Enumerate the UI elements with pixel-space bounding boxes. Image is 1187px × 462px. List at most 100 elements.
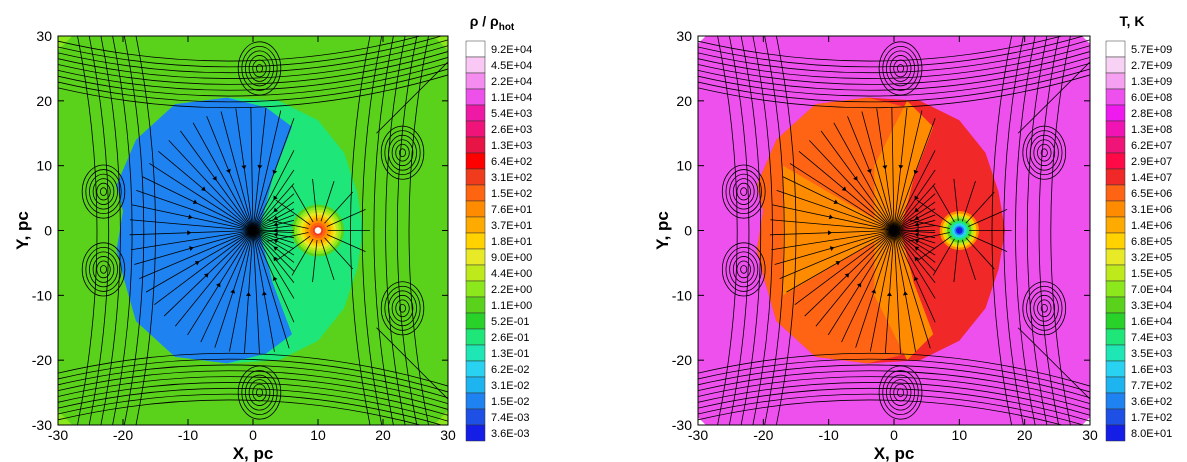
streamline-radial	[884, 230, 895, 354]
colorbar-tick-label: 8.0E+01	[1131, 428, 1172, 440]
streamline-vortex	[252, 59, 267, 78]
colorbar-swatch	[1105, 184, 1126, 202]
streamline-blob	[908, 219, 950, 229]
streamline-vortex	[380, 281, 425, 336]
streamline-arrow	[913, 276, 919, 282]
streamline-arrow	[829, 246, 835, 251]
streamline-vortex	[1029, 134, 1059, 171]
streamline-vortex	[85, 246, 122, 292]
colorbar-tick-label: 7.7E+02	[1131, 380, 1172, 392]
colorbar-swatch	[1105, 296, 1126, 314]
streamline-vortex	[1037, 299, 1052, 318]
streamline-vortex	[878, 365, 923, 420]
colorbar-swatch	[465, 312, 486, 330]
streamline-right-arc	[408, 36, 429, 425]
streamline-radial	[893, 230, 936, 234]
colorbar-tick-label: 9.0E+00	[491, 252, 532, 264]
streamline-vortex	[99, 187, 108, 196]
streamline-radial	[893, 230, 936, 256]
streamline-radial	[771, 230, 895, 251]
streamline-blob	[312, 240, 318, 283]
colorbar-tick-label: 2.9E+07	[1131, 156, 1172, 168]
streamline-left-arc	[776, 36, 797, 425]
colorbar-swatch	[465, 392, 486, 410]
streamline-vortex	[896, 64, 905, 73]
streamline-radial	[149, 163, 254, 231]
streamline-vortex	[255, 388, 264, 397]
streamline-vortex	[886, 374, 916, 411]
streamline-vortex	[92, 256, 115, 283]
colorbar-swatch	[1105, 264, 1126, 282]
streamline-blob	[961, 181, 976, 222]
streamline-radial	[861, 111, 895, 231]
colorbar-title: ρ / ρhot	[470, 13, 515, 33]
colorbar-swatch	[1105, 248, 1126, 266]
colorbar-tick-label: 1.7E+02	[1131, 412, 1172, 424]
colorbar-tick-label: 6.8E+05	[1131, 236, 1172, 248]
streamline-vortex	[886, 50, 916, 87]
colorbar-tick-label: 1.5E+05	[1131, 268, 1172, 280]
streamline-vortex	[1033, 139, 1056, 167]
colorbar-swatch	[465, 360, 486, 378]
streamline-radial	[893, 230, 936, 263]
streamline-vortex	[893, 383, 908, 402]
colorbar-tick-label: 2.6E-01	[491, 332, 530, 344]
streamline-radial	[893, 230, 936, 239]
streamline-radial	[809, 140, 895, 231]
streamline-outer-bottom	[58, 387, 448, 422]
streamline-blob	[965, 237, 995, 270]
streamline-vortex	[99, 265, 108, 274]
streamline-outer-bottom	[58, 358, 448, 393]
streamline-vortex	[725, 169, 762, 215]
streamline-radial	[252, 150, 295, 231]
streamline-arrow	[882, 165, 888, 170]
streamline-radial	[158, 151, 254, 231]
streamline-vortex	[725, 246, 762, 292]
colorbar-swatch	[465, 56, 486, 74]
streamline-blob	[968, 234, 1008, 252]
streamline-arrow	[914, 222, 920, 227]
streamline-arrow	[903, 291, 908, 296]
streamline-radial	[154, 230, 254, 305]
streamline-blob	[953, 240, 959, 283]
colorbar-swatch	[1105, 200, 1126, 218]
streamline-radial	[187, 230, 254, 336]
y-tick-label: 30	[676, 28, 692, 44]
streamline-right-arc	[396, 36, 418, 425]
streamline-arrow	[898, 165, 904, 170]
streamline-radial	[782, 176, 895, 231]
streamline-vortex	[1022, 281, 1067, 336]
colorbar-swatch	[1105, 328, 1126, 346]
streamline-arrow	[257, 165, 263, 170]
corner-patch-1	[58, 36, 73, 51]
streamline-arrow	[273, 215, 279, 220]
colorbar-tick-label: 7.6E+01	[491, 204, 532, 216]
streamline-vortex	[1029, 290, 1059, 327]
plot-area	[58, 36, 448, 425]
streamline-radial	[252, 230, 295, 272]
plot-area	[698, 36, 1090, 425]
y-tick-label: 20	[676, 93, 692, 109]
streamline-arrow	[844, 273, 850, 278]
streamline-radial	[772, 204, 895, 231]
streamline-arrow	[273, 232, 278, 238]
axis-ticks: -30 -20 -10 0 10 20 30 30 20 10 0 -10 -20 -30	[672, 28, 1098, 443]
colorbar-swatch	[465, 136, 486, 154]
streamline-radial	[770, 219, 895, 231]
streamline-blob	[932, 185, 955, 223]
streamline-arrow	[230, 289, 236, 294]
streamline-radial	[893, 214, 936, 231]
y-tick-label: -10	[672, 287, 692, 303]
streamline-blob	[916, 235, 952, 262]
streamline-blob	[267, 219, 309, 229]
colorbar-swatch	[1105, 104, 1126, 122]
colorbar-tick-label: 7.4E-03	[491, 412, 530, 424]
streamline-vortex	[89, 251, 118, 288]
streamline-vortex	[380, 125, 425, 180]
streamline-arrow	[203, 273, 209, 278]
colorbar-swatch	[465, 280, 486, 298]
corner-patch-1	[698, 36, 706, 44]
streamline-vortex	[245, 50, 274, 87]
streamline-vortex	[1040, 304, 1048, 313]
streamline-left-arc	[764, 36, 785, 425]
